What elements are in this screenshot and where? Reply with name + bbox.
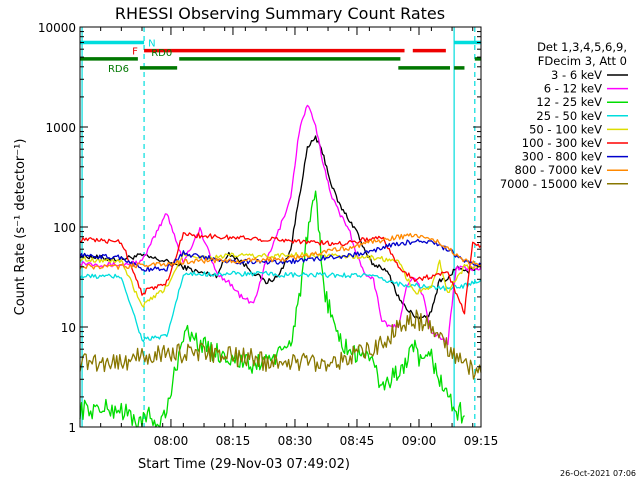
timestamp: 26-Oct-2021 07:06 xyxy=(560,469,636,478)
legend: Det 1,3,4,5,6,9, FDecim 3, Att 0 3 - 6 k… xyxy=(500,40,628,191)
x-tick-label: 09:15 xyxy=(464,434,499,448)
series-line-4 xyxy=(79,251,482,308)
series-layer xyxy=(79,104,482,428)
y-tick-label: 10000 xyxy=(38,21,76,35)
status-bars: NF RD0 RD6 xyxy=(80,38,481,75)
legend-header-line-2: FDecim 3, Att 0 xyxy=(538,54,627,68)
legend-label: 100 - 300 keV xyxy=(522,136,602,150)
status-bar-label: RD6 xyxy=(108,64,129,75)
series-line-3 xyxy=(79,270,482,343)
series-line-0 xyxy=(79,135,482,320)
legend-label: 800 - 7000 keV xyxy=(514,163,602,177)
x-axis-ticks: 08:00 08:15 08:30 08:45 09:00 09:15 xyxy=(100,27,499,448)
y-tick-label: 1000 xyxy=(45,121,76,135)
y-axis-ticks: 1 10 100 1000 10000 xyxy=(38,21,481,435)
status-bar-label: RD0 xyxy=(151,48,172,59)
x-tick-label: 08:00 xyxy=(154,434,189,448)
y-tick-label: 100 xyxy=(53,221,76,235)
y-tick-label: 10 xyxy=(61,321,76,335)
series-line-7 xyxy=(79,232,482,270)
y-axis-label: Count Rate (s⁻¹ detector⁻¹) xyxy=(13,139,28,316)
series-line-5 xyxy=(79,232,482,315)
x-tick-label: 08:45 xyxy=(340,434,375,448)
legend-label: 6 - 12 keV xyxy=(544,82,602,96)
series-line-8 xyxy=(79,309,482,380)
x-tick-label: 09:00 xyxy=(402,434,437,448)
plot-area: NF RD0 RD6 xyxy=(79,27,482,428)
legend-label: 50 - 100 keV xyxy=(529,122,602,136)
series-line-2 xyxy=(79,190,465,428)
status-bar-label: N xyxy=(148,38,155,49)
series-line-1 xyxy=(79,104,482,346)
legend-label: 300 - 800 keV xyxy=(522,150,602,164)
status-bar-label: F xyxy=(132,47,138,58)
x-axis-label: Start Time (29-Nov-03 07:49:02) xyxy=(138,457,350,472)
y-tick-label: 1 xyxy=(68,421,76,435)
x-tick-label: 08:15 xyxy=(216,434,251,448)
legend-label: 12 - 25 keV xyxy=(536,95,602,109)
x-tick-label: 08:30 xyxy=(278,434,313,448)
legend-label: 25 - 50 keV xyxy=(536,109,602,123)
legend-label: 7000 - 15000 keV xyxy=(500,177,602,191)
chart-title: RHESSI Observing Summary Count Rates xyxy=(115,4,445,23)
legend-label: 3 - 6 keV xyxy=(551,68,602,82)
legend-header-line-1: Det 1,3,4,5,6,9, xyxy=(537,40,627,54)
